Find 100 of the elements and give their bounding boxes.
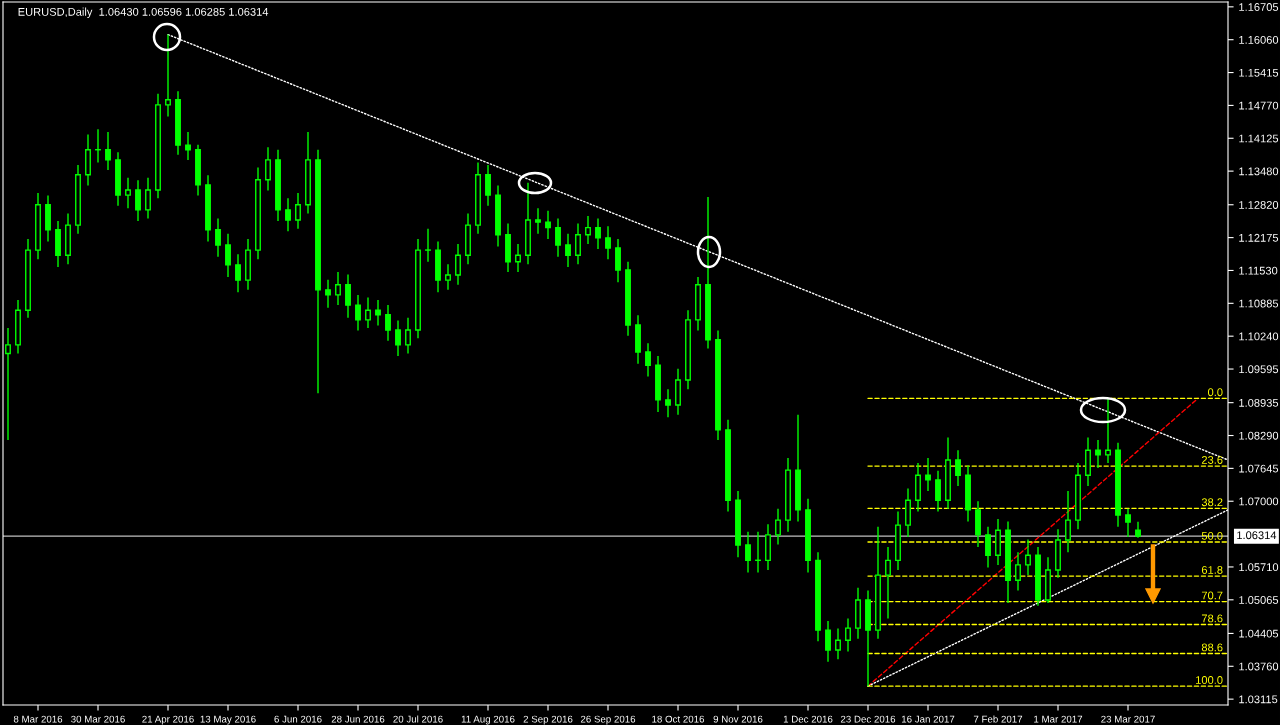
y-tick-label: 1.10240: [1239, 332, 1279, 341]
candlestick: [485, 164, 491, 207]
x-tick-label: 13 May 2016: [200, 715, 256, 725]
series-label: 100.0: [1196, 676, 1223, 684]
candlestick: [585, 215, 591, 245]
y-tick-label: 1.12820: [1239, 201, 1279, 209]
candlestick: [545, 210, 551, 240]
candlestick: [265, 146, 271, 192]
x-tick-label: 20 Jul 2016: [393, 715, 443, 723]
candlestick: [215, 217, 221, 258]
candlestick: [885, 546, 891, 620]
candlestick: [405, 317, 411, 355]
y-tick-label: 1.13480: [1239, 167, 1279, 176]
candlestick: [985, 526, 991, 569]
candlestick: [425, 227, 431, 263]
candlestick: [455, 243, 461, 286]
x-tick-label: 8 Mar 2016: [13, 715, 63, 723]
x-tick-label: 23 Mar 2017: [1101, 715, 1155, 723]
candlestick: [595, 217, 601, 250]
candlestick: [1095, 439, 1101, 469]
x-tick-label: 21 Apr 2016: [142, 715, 194, 725]
candlestick: [325, 278, 331, 309]
candlestick: [835, 627, 841, 660]
candlestick: [165, 33, 171, 118]
x-tick-label: 28 Jun 2016: [331, 715, 385, 723]
ref-line-label: 1.06314: [1237, 531, 1277, 540]
y-tick-label: 1.09595: [1239, 365, 1279, 374]
x-tick-label: 1 Dec 2016: [783, 715, 833, 723]
y-tick-label: 1.14125: [1239, 134, 1279, 143]
candlestick: [665, 388, 671, 418]
candlestick: [385, 304, 391, 342]
candlestick: [135, 179, 141, 222]
series-label: 78.6: [1201, 614, 1223, 623]
candlestick: [225, 233, 231, 278]
candlestick: [1105, 397, 1111, 464]
candlestick: [375, 299, 381, 327]
y-tick-label: 1.03115: [1239, 695, 1278, 704]
x-tick-label: 6 Jun 2016: [274, 715, 322, 723]
y-tick-label: 1.03760: [1239, 662, 1279, 671]
x-tick-label: 2 Sep 2016: [523, 715, 573, 725]
candlestick: [575, 222, 581, 266]
series-label: 70.7: [1201, 591, 1223, 600]
candlestick: [5, 327, 11, 441]
y-tick-label: 1.14770: [1239, 101, 1279, 110]
candlestick: [1025, 538, 1031, 576]
candlestick: [295, 192, 301, 230]
chart-title: EURUSD,Daily 1.06430 1.06596 1.06285 1.06314: [18, 7, 269, 18]
candlestick: [235, 253, 241, 294]
candlestick: [335, 271, 341, 306]
series-label: 38.2: [1201, 498, 1223, 507]
candlestick: [775, 508, 781, 546]
x-tick-label: 16 Jan 2017: [901, 715, 955, 723]
y-tick-label: 1.10885: [1239, 299, 1279, 308]
y-tick-label: 1.04405: [1239, 629, 1279, 638]
candlestick: [645, 342, 651, 378]
candlestick: [355, 294, 361, 332]
x-tick-label: 26 Sep 2016: [580, 715, 636, 725]
candlestick: [145, 177, 151, 220]
y-tick-label: 1.16060: [1239, 35, 1279, 44]
candlestick: [395, 319, 401, 357]
x-tick-label: 23 Dec 2016: [840, 715, 896, 723]
y-tick-label: 1.05065: [1239, 596, 1279, 604]
series-label: 0.0: [1207, 388, 1223, 397]
y-tick-label: 1.12175: [1239, 233, 1279, 242]
x-tick-label: 9 Nov 2016: [713, 715, 763, 723]
candlestick: [935, 469, 941, 513]
candlestick: [125, 177, 131, 210]
candlestick: [825, 620, 831, 663]
candlestick: [745, 531, 751, 574]
candlestick: [605, 225, 611, 260]
candlestick: [1015, 551, 1021, 592]
candlestick: [925, 457, 931, 492]
y-tick-label: 1.07645: [1239, 464, 1279, 473]
candlestick: [555, 217, 561, 258]
y-tick-label: 1.16705: [1239, 3, 1279, 11]
x-tick-label: 30 Mar 2016: [71, 715, 125, 723]
candlestick: [185, 131, 191, 161]
candlestick: [1065, 490, 1071, 553]
candlestick: [615, 238, 621, 283]
candlestick: [955, 449, 961, 487]
x-tick-label: 18 Oct 2016: [652, 715, 705, 723]
y-tick-label: 1.07000: [1239, 497, 1279, 506]
candlestick: [515, 243, 521, 273]
candlestick: [445, 263, 451, 291]
x-tick-label: 1 Mar 2017: [1034, 715, 1083, 723]
series-label: 23.6: [1201, 456, 1223, 464]
y-tick-label: 1.08935: [1239, 398, 1279, 407]
y-tick-label: 1.15415: [1239, 68, 1279, 77]
candlestick: [845, 617, 851, 653]
y-tick-label: 1.08290: [1239, 431, 1279, 440]
candlestick: [365, 296, 371, 329]
candlestick: [285, 197, 291, 232]
candlestick: [105, 131, 111, 171]
candlestick: [345, 273, 351, 319]
series-label: 61.8: [1201, 566, 1223, 574]
candlestick: [1125, 508, 1131, 538]
series-label: 50.0: [1201, 531, 1223, 540]
y-tick-label: 1.11530: [1239, 266, 1278, 275]
x-tick-label: 7 Feb 2017: [973, 715, 1023, 723]
x-tick-label: 11 Aug 2016: [461, 715, 515, 725]
